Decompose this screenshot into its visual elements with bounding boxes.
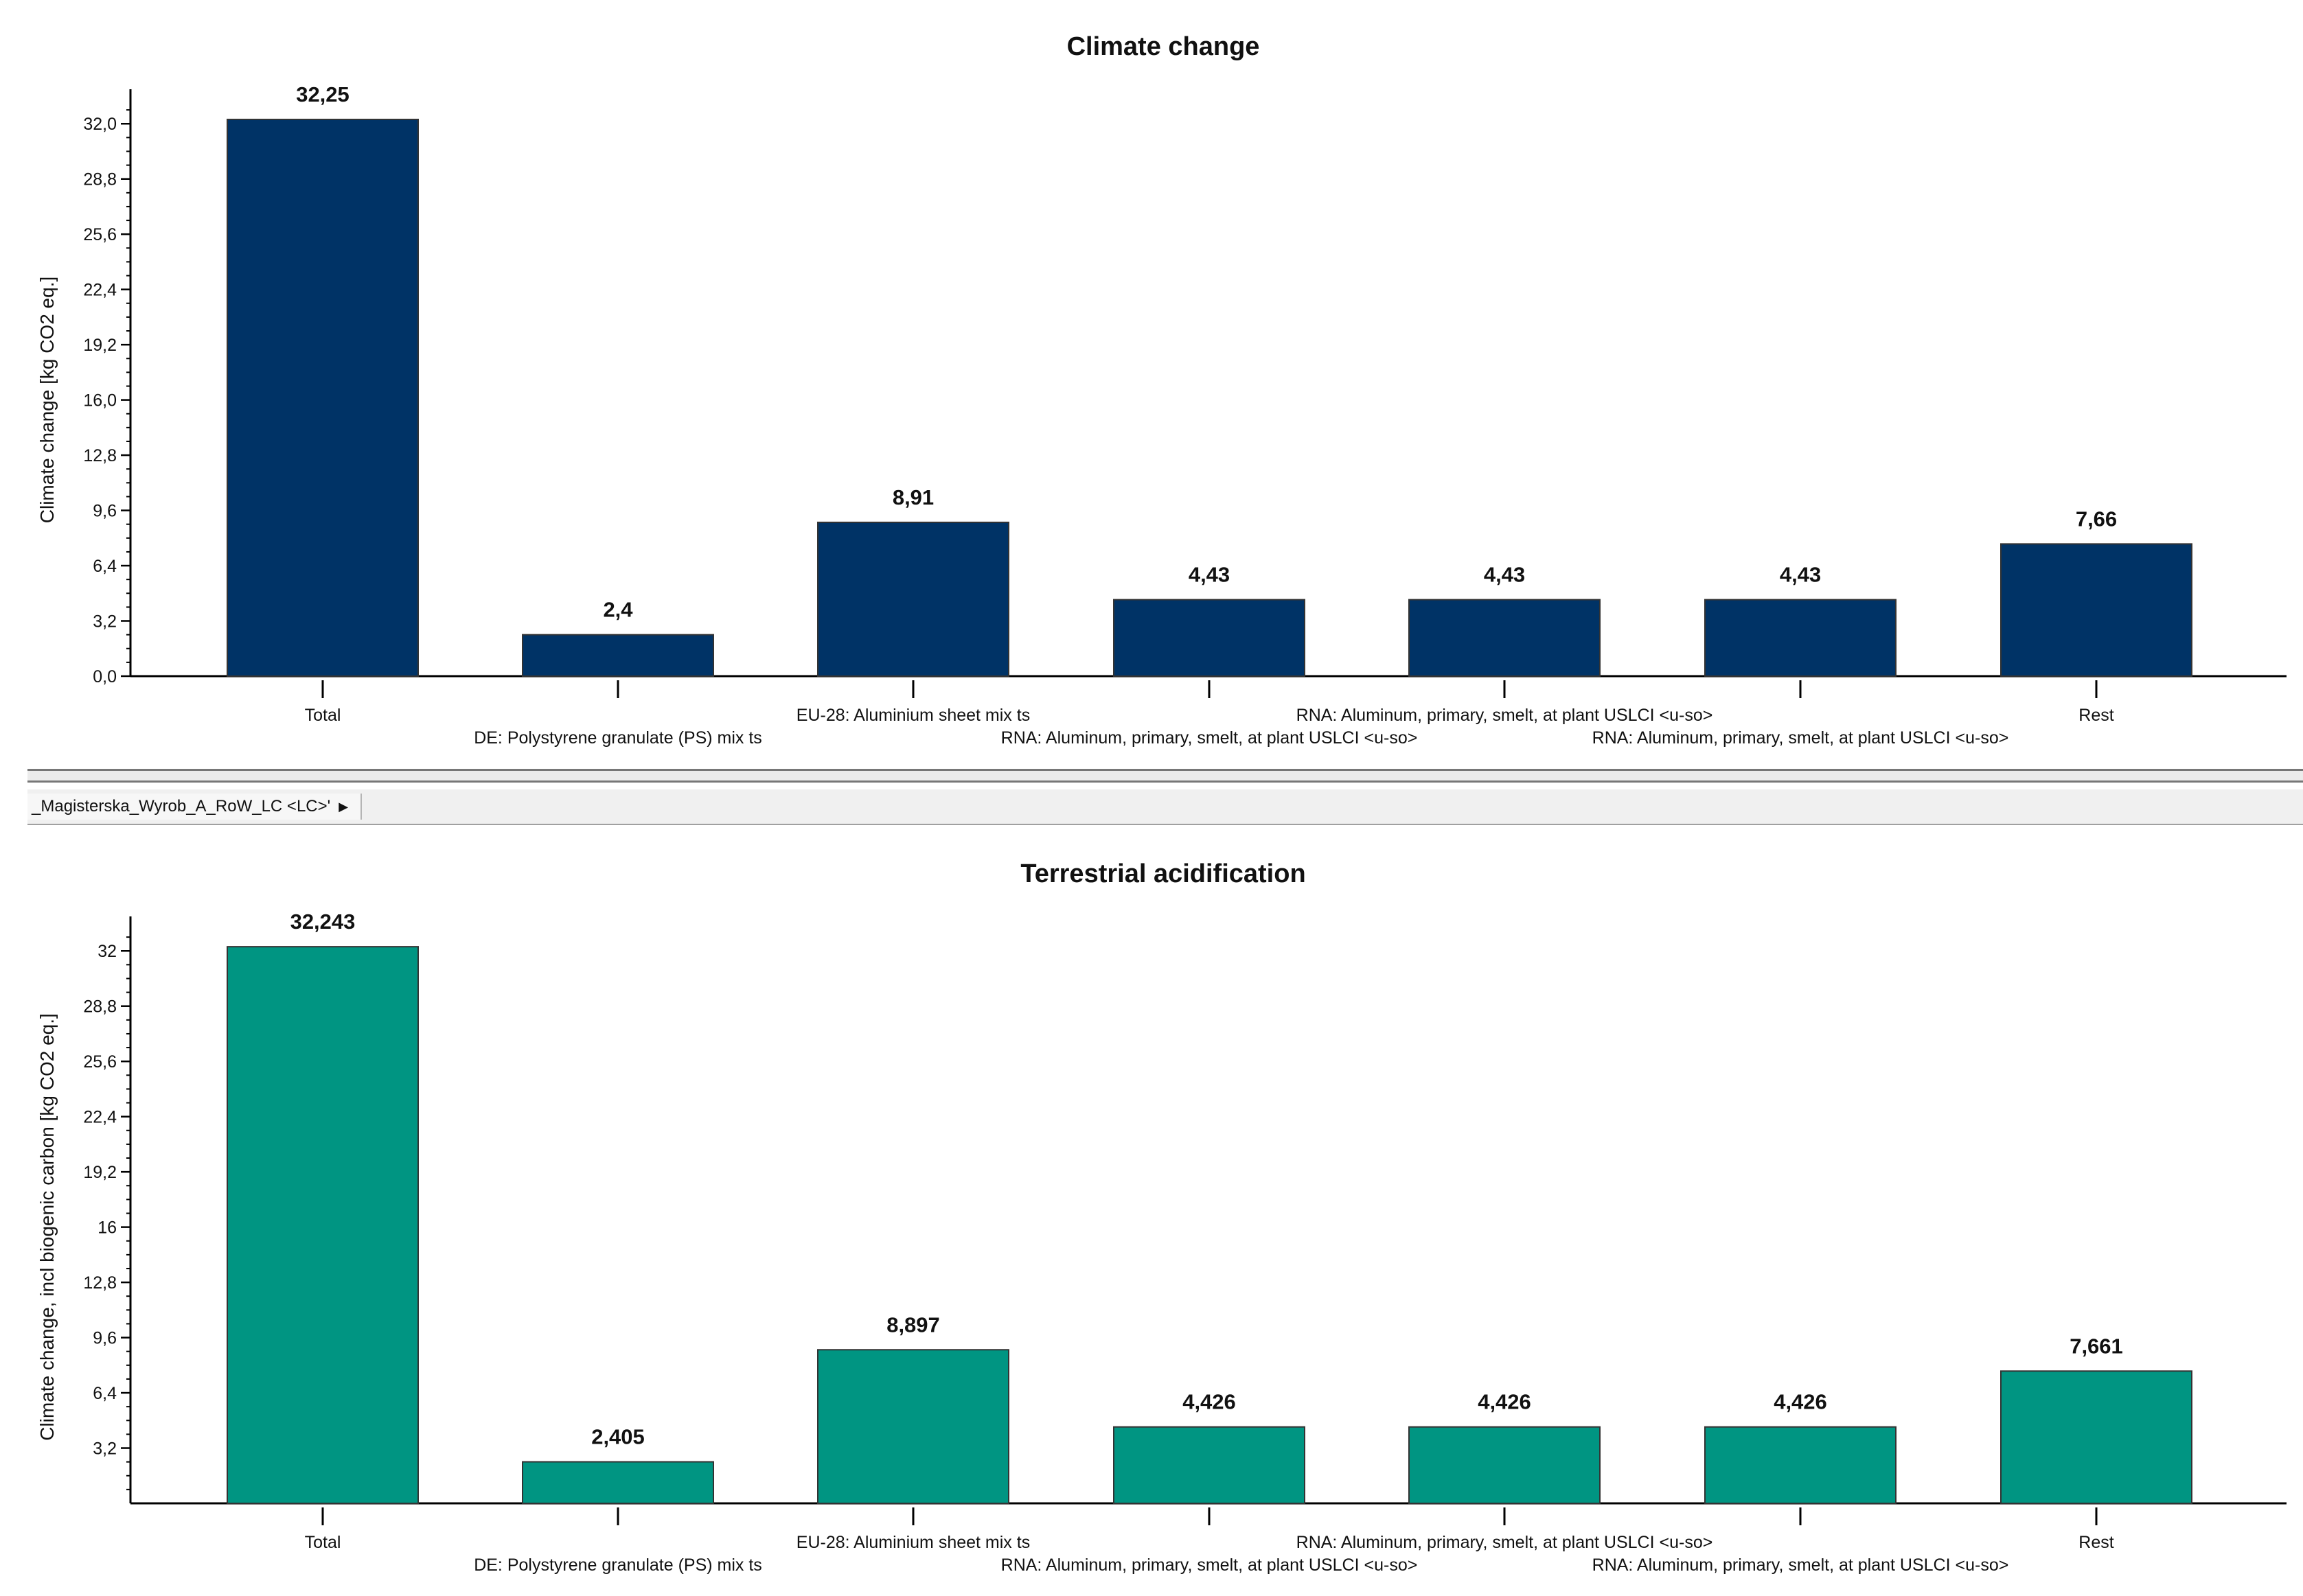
tab-label: _Magisterska_Wyrob_A_RoW_LC <LC>' bbox=[32, 797, 331, 816]
data-label-3: 8,91 bbox=[893, 485, 934, 509]
bar-1 bbox=[227, 946, 419, 1504]
y-tick-label: 9,6 bbox=[93, 1329, 117, 1348]
category-label-1: Total bbox=[305, 706, 341, 725]
y-tick-label: 22,4 bbox=[83, 1108, 117, 1127]
bar-6 bbox=[1704, 599, 1897, 677]
y-tick-label: 28,8 bbox=[83, 997, 117, 1017]
bar-2 bbox=[522, 634, 714, 678]
tab-strip: _Magisterska_Wyrob_A_RoW_LC <LC>' ▶ bbox=[27, 789, 2303, 825]
category-label-4: RNA: Aluminum, primary, smelt, at plant … bbox=[1001, 728, 1418, 748]
y-tick-label: 22,4 bbox=[83, 281, 117, 300]
y-tick-label: 6,4 bbox=[93, 1384, 117, 1403]
y-tick-label: 32,0 bbox=[83, 115, 117, 134]
y-tick-label: 19,2 bbox=[83, 1163, 117, 1182]
category-label-6: RNA: Aluminum, primary, smelt, at plant … bbox=[1592, 728, 2009, 748]
data-label-5: 4,426 bbox=[1478, 1390, 1531, 1414]
bar-6 bbox=[1704, 1426, 1897, 1504]
y-axis-label: Climate change [kg CO2 eq.] bbox=[36, 277, 58, 524]
y-tick-label: 25,6 bbox=[83, 225, 117, 244]
y-tick-label: 12,8 bbox=[83, 1273, 117, 1293]
data-label-4: 4,426 bbox=[1182, 1390, 1236, 1414]
y-tick-label: 3,2 bbox=[93, 612, 117, 632]
data-label-1: 32,25 bbox=[296, 82, 350, 106]
y-tick-label: 12,8 bbox=[83, 446, 117, 465]
y-tick-label: 6,4 bbox=[93, 557, 117, 576]
data-label-3: 8,897 bbox=[886, 1312, 940, 1337]
splitter-bar[interactable] bbox=[27, 769, 2303, 783]
category-label-5: RNA: Aluminum, primary, smelt, at plant … bbox=[1296, 1533, 1713, 1552]
tab-product-stage[interactable]: _Magisterska_Wyrob_A_RoW_LC <LC>' ▶ bbox=[27, 794, 363, 820]
category-label-2: DE: Polystyrene granulate (PS) mix ts bbox=[474, 728, 762, 748]
bar-7 bbox=[2000, 543, 2192, 677]
category-label-4: RNA: Aluminum, primary, smelt, at plant … bbox=[1001, 1555, 1418, 1575]
bar-1 bbox=[227, 118, 419, 678]
data-label-2: 2,405 bbox=[591, 1425, 645, 1449]
data-label-4: 4,43 bbox=[1189, 563, 1230, 587]
y-tick-label: 3,2 bbox=[93, 1439, 117, 1459]
data-label-7: 7,66 bbox=[2076, 507, 2117, 531]
y-tick-label: 0,0 bbox=[93, 667, 117, 686]
bar-7 bbox=[2000, 1370, 2192, 1504]
bar-3 bbox=[817, 1349, 1009, 1504]
data-label-1: 32,243 bbox=[290, 910, 356, 934]
data-label-6: 4,426 bbox=[1774, 1390, 1827, 1414]
category-label-6: RNA: Aluminum, primary, smelt, at plant … bbox=[1592, 1555, 2009, 1575]
triangle-right-icon[interactable]: ▶ bbox=[339, 799, 349, 813]
chart-title: Terrestrial acidification bbox=[1020, 859, 1305, 888]
climate-change-chart: Climate change Climate change [kg CO2 eq.… bbox=[36, 32, 2287, 748]
bar-5 bbox=[1408, 599, 1601, 677]
bar-4 bbox=[1113, 1426, 1305, 1504]
y-tick-label: 19,2 bbox=[83, 336, 117, 355]
category-label-1: Total bbox=[305, 1533, 341, 1552]
category-label-2: DE: Polystyrene granulate (PS) mix ts bbox=[474, 1555, 762, 1575]
data-label-5: 4,43 bbox=[1484, 563, 1525, 587]
data-label-2: 2,4 bbox=[603, 598, 633, 622]
y-tick-label: 16 bbox=[98, 1218, 117, 1238]
bar-5 bbox=[1408, 1426, 1601, 1504]
chart-title: Climate change bbox=[1067, 32, 1260, 61]
category-label-5: RNA: Aluminum, primary, smelt, at plant … bbox=[1296, 706, 1713, 725]
y-tick-label: 28,8 bbox=[83, 170, 117, 189]
y-tick-label: 25,6 bbox=[83, 1052, 117, 1072]
terrestrial-acidification-chart: Terrestrial acidification Climate change,… bbox=[36, 859, 2287, 1575]
y-tick-label: 32 bbox=[98, 942, 117, 961]
category-label-7: Rest bbox=[2078, 1533, 2113, 1552]
y-tick-label: 16,0 bbox=[83, 391, 117, 410]
bar-2 bbox=[522, 1461, 714, 1504]
category-label-3: EU-28: Aluminium sheet mix ts bbox=[797, 1533, 1030, 1552]
data-label-6: 4,43 bbox=[1780, 563, 1821, 587]
category-label-3: EU-28: Aluminium sheet mix ts bbox=[797, 706, 1030, 725]
y-tick-label: 9,6 bbox=[93, 502, 117, 521]
y-axis-label: Climate change, incl biogenic carbon [kg… bbox=[36, 1013, 58, 1441]
bar-3 bbox=[817, 521, 1009, 678]
data-label-7: 7,661 bbox=[2070, 1334, 2123, 1358]
bar-4 bbox=[1113, 599, 1305, 677]
category-label-7: Rest bbox=[2078, 706, 2113, 725]
